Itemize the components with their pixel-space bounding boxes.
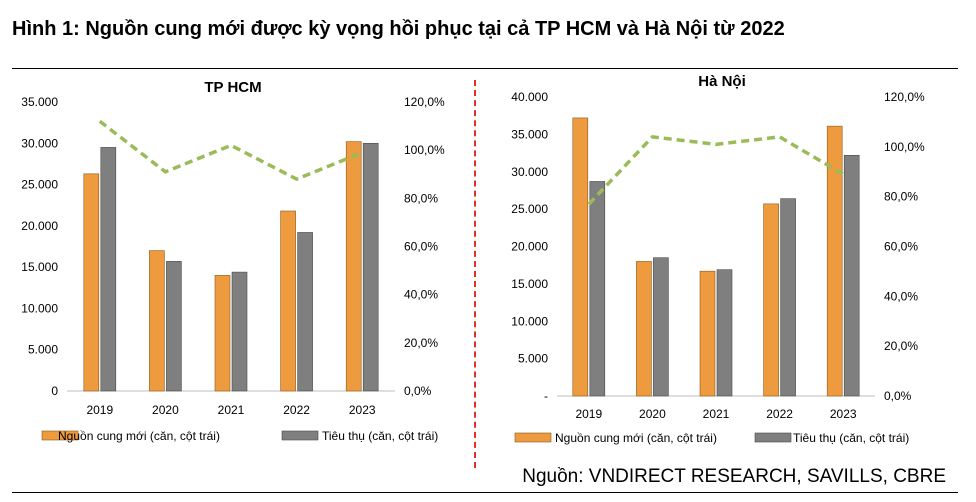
hcm-consumption-bar: [362, 142, 379, 392]
hcm-consumption-bar: [231, 271, 248, 392]
hcm-category-label: 2020: [152, 403, 179, 417]
hn-supply-bar: [763, 203, 779, 397]
hcm-category-label: 2023: [349, 403, 376, 417]
hcm-category-label: 2021: [218, 403, 245, 417]
hcm-left-tick-label: 10.000: [21, 301, 58, 315]
hcm-supply-bar: [214, 275, 231, 392]
hn-category-label: 2021: [703, 407, 730, 421]
hcm-supply-bar: [83, 173, 100, 392]
hn-legend-consumption-swatch: [754, 432, 792, 443]
hcm-consumption-bar: [100, 147, 117, 392]
hcm-chart-title: TP HCM: [204, 79, 261, 96]
hn-right-tick-label: 60,0%: [884, 240, 918, 254]
hn-right-tick-label: 120,0%: [884, 90, 925, 104]
hcm-left-tick-label: 0: [51, 384, 58, 398]
hn-chart-title: Hà Nội: [698, 73, 746, 90]
hn-left-tick-label: 35.000: [511, 127, 548, 141]
hcm-right-tick-label: 100,0%: [404, 143, 445, 157]
hcm-category-label: 2019: [86, 403, 113, 417]
hn-consumption-bar: [653, 257, 669, 397]
hcm-left-tick-label: 15.000: [21, 260, 58, 274]
hcm-right-tick-label: 20,0%: [404, 336, 438, 350]
hcm-category-label: 2022: [283, 403, 310, 417]
hcm-supply-bar: [149, 250, 165, 392]
hn-right-tick-label: 20,0%: [884, 339, 918, 353]
hcm-consumption-bar: [297, 232, 313, 392]
hn-left-tick-label: 10.000: [511, 314, 548, 328]
hcm-consumption-bar: [166, 261, 182, 392]
hn-consumption-bar: [589, 181, 606, 397]
hn-absorption-line: [587, 135, 845, 206]
hn-legend-supply-label: Nguồn cung mới (căn, cột trái): [555, 431, 717, 445]
source-note: Nguồn: VNDIRECT RESEARCH, SAVILLS, CBRE: [522, 466, 946, 487]
hn-category-label: 2023: [830, 407, 857, 421]
hn-right-tick-label: 0,0%: [884, 389, 912, 403]
figure-title: Hình 1: Nguồn cung mới được kỳ vọng hồi …: [12, 18, 785, 40]
hn-left-tick-label: 40.000: [511, 90, 548, 104]
hn-category-label: 2022: [766, 407, 793, 421]
hn-category-label: 2020: [639, 407, 666, 421]
bottom-rule: [12, 492, 958, 493]
hn-left-tick-label: 5.000: [518, 352, 548, 366]
hcm-right-tick-label: 80,0%: [404, 191, 438, 205]
hn-consumption-bar: [716, 269, 733, 397]
hn-left-tick-label: 15.000: [511, 277, 548, 291]
hn-supply-bar: [572, 117, 589, 397]
hcm-right-tick-label: 40,0%: [404, 288, 438, 302]
hn-right-tick-label: 80,0%: [884, 190, 918, 204]
hn-left-tick-label: -: [544, 389, 548, 403]
panel-divider: [474, 80, 476, 468]
hcm-supply-bar: [345, 141, 362, 392]
hn-category-label: 2019: [575, 407, 602, 421]
hn-right-tick-label: 100,0%: [884, 140, 925, 154]
top-rule: [12, 68, 958, 69]
hcm-right-tick-label: 120,0%: [404, 95, 445, 109]
hcm-legend-supply-swatch: [41, 430, 79, 441]
hcm-supply-bar: [280, 210, 296, 392]
hn-left-tick-label: 20.000: [511, 240, 548, 254]
hcm-left-tick-label: 20.000: [21, 219, 58, 233]
hcm-left-tick-label: 25.000: [21, 178, 58, 192]
hcm-left-tick-label: 30.000: [21, 136, 58, 150]
hcm-right-tick-label: 60,0%: [404, 240, 438, 254]
hcm-right-tick-label: 0,0%: [404, 384, 432, 398]
hn-consumption-bar: [843, 155, 860, 397]
hn-supply-bar: [699, 270, 716, 397]
hn-legend-supply-swatch: [514, 432, 552, 443]
hn-legend-consumption-label: Tiêu thụ (căn, cột trái): [793, 431, 909, 445]
hcm-legend-consumption-label: Tiêu thụ (căn, cột trái): [322, 429, 438, 443]
hcm-left-tick-label: 5.000: [28, 343, 58, 357]
hn-right-tick-label: 40,0%: [884, 289, 918, 303]
hcm-absorption-line: [98, 119, 363, 181]
hn-left-tick-label: 30.000: [511, 165, 548, 179]
hcm-legend-supply-label: Nguồn cung mới (căn, cột trái): [58, 429, 220, 443]
hn-supply-bar: [636, 261, 652, 397]
hn-consumption-bar: [780, 198, 796, 397]
hn-left-tick-label: 25.000: [511, 202, 548, 216]
hn-supply-bar: [826, 125, 843, 397]
hcm-legend-consumption-swatch: [281, 430, 319, 441]
hcm-left-tick-label: 35.000: [21, 95, 58, 109]
